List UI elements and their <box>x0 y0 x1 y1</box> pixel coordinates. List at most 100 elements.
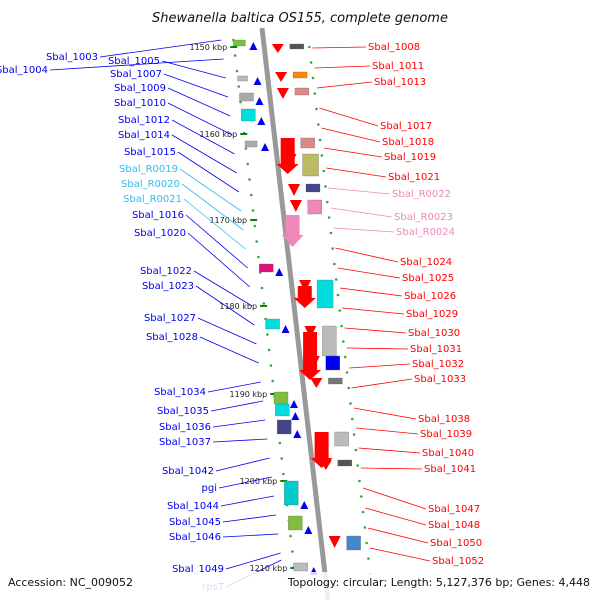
gene-block <box>328 377 343 385</box>
right-gene-label: Sbal_1050 <box>430 538 482 549</box>
left-label-leader <box>193 270 253 307</box>
left-gene-label: Sbal_1034 <box>154 387 206 398</box>
right-gene-label: Sbal_1038 <box>418 414 470 425</box>
backbone-dot <box>347 386 351 390</box>
left-gene-label: Sbal_1020 <box>134 228 186 239</box>
accession-text: Accession: NC_009052 <box>8 576 133 589</box>
left-label-leader <box>171 134 237 174</box>
forward-gene-arrow <box>253 77 262 85</box>
reverse-gene-arrow <box>310 432 333 468</box>
right-label-leader <box>351 378 413 389</box>
gene-block <box>346 535 361 551</box>
left-label-leader <box>215 457 270 472</box>
right-gene-label: Sbal_R0024 <box>396 227 455 238</box>
backbone-dot <box>336 293 340 297</box>
right-label-leader <box>369 547 431 562</box>
genome-summary-text: Topology: circular; Length: 5,127,376 bp… <box>287 576 590 589</box>
right-gene-label: Sbal_1032 <box>412 359 464 370</box>
left-label-leader <box>177 151 240 193</box>
right-gene-label: Sbal_1052 <box>432 556 484 567</box>
backbone-dot <box>367 557 370 560</box>
backbone-dot <box>329 231 333 235</box>
right-label-leader <box>349 363 411 369</box>
backbone-dot <box>363 526 367 529</box>
left-gene-label: Sbal_1014 <box>118 130 170 141</box>
backbone-dot <box>269 364 273 367</box>
gene-block <box>307 199 322 215</box>
gene-block <box>316 279 334 309</box>
forward-gene-arrow <box>255 97 264 105</box>
right-gene-label: Sbal_1019 <box>384 152 436 163</box>
left-gene-label: Sbal_1004 <box>0 65 48 76</box>
forward-gene-arrow <box>293 430 302 438</box>
left-gene-label: Sbal_1049 <box>172 564 224 575</box>
gene-block <box>302 153 319 177</box>
gene-block <box>273 391 289 405</box>
left-gene-label: Sbal_1010 <box>114 98 166 109</box>
reverse-gene-arrow <box>276 88 289 99</box>
reverse-gene-arrow <box>276 138 299 174</box>
gene-block <box>305 183 321 193</box>
left-gene-label: Sbal_1042 <box>162 466 214 477</box>
left-gene-label: Sbal_1016 <box>132 210 184 221</box>
right-gene-label: Sbal_1031 <box>410 344 462 355</box>
right-gene-label: Sbal_1041 <box>424 464 476 475</box>
right-gene-label: Sbal_1047 <box>428 504 480 515</box>
left-label-leader <box>187 232 251 288</box>
backbone-dot <box>331 247 334 250</box>
gene-block <box>241 108 256 122</box>
left-gene-label: Sbal_1023 <box>142 281 194 292</box>
backbone-dot <box>340 324 343 328</box>
backbone-dot <box>233 54 237 57</box>
right-label-leader <box>328 187 391 195</box>
backbone-dot <box>282 472 285 476</box>
left-label-leader <box>222 533 279 538</box>
scale-tick-label: 1190 kbp <box>230 390 268 399</box>
scale-tick-label: 1160 kbp <box>200 130 238 139</box>
left-gene-label: Sbal_1003 <box>46 52 98 63</box>
forward-gene-arrow <box>281 325 290 333</box>
backbone-dot <box>352 433 356 436</box>
left-label-leader <box>212 419 266 428</box>
backbone-dot <box>354 448 358 452</box>
backbone-dot <box>235 69 239 73</box>
left-label-leader <box>197 317 257 345</box>
backbone-dot <box>356 464 359 467</box>
reverse-gene-arrow <box>275 72 288 82</box>
backbone-dot <box>343 355 347 359</box>
forward-gene-arrow <box>257 117 266 125</box>
backbone-dot <box>278 441 282 445</box>
reverse-gene-arrow <box>328 536 341 548</box>
gene-block <box>337 459 352 467</box>
backbone-dot <box>239 100 242 104</box>
rna-gene-arrow <box>281 215 304 247</box>
right-label-leader <box>316 81 373 89</box>
left-gene-label: Sbal_1028 <box>146 332 198 343</box>
right-label-leader <box>362 487 427 510</box>
right-label-leader <box>342 307 405 315</box>
backbone-dot <box>365 541 368 545</box>
right-gene-label: Sbal_1026 <box>404 291 456 302</box>
backbone-dot <box>327 216 331 219</box>
backbone-dot <box>342 340 345 343</box>
left-gene-label: Sbal_1027 <box>144 313 196 324</box>
backbone-dot <box>291 550 294 553</box>
forward-gene-arrow <box>291 412 300 420</box>
right-label-leader <box>326 167 387 178</box>
backbone-dot <box>309 61 313 64</box>
left-gene-label: Sbal_1015 <box>124 147 176 158</box>
backbone-dot <box>361 510 365 514</box>
right-label-leader <box>312 46 367 49</box>
gene-block <box>265 318 280 330</box>
left-label-leader <box>49 58 224 71</box>
right-label-leader <box>358 447 421 454</box>
left-label-leader <box>163 73 229 98</box>
label-leaders <box>49 39 431 588</box>
reverse-gene-arrow <box>289 200 302 212</box>
right-gene-label: Sbal_1025 <box>402 273 454 284</box>
right-gene-label: Sbal_1039 <box>420 429 472 440</box>
right-label-leader <box>319 107 379 127</box>
backbone-dot <box>248 178 251 181</box>
right-gene-label: Sbal_R0022 <box>392 189 451 200</box>
